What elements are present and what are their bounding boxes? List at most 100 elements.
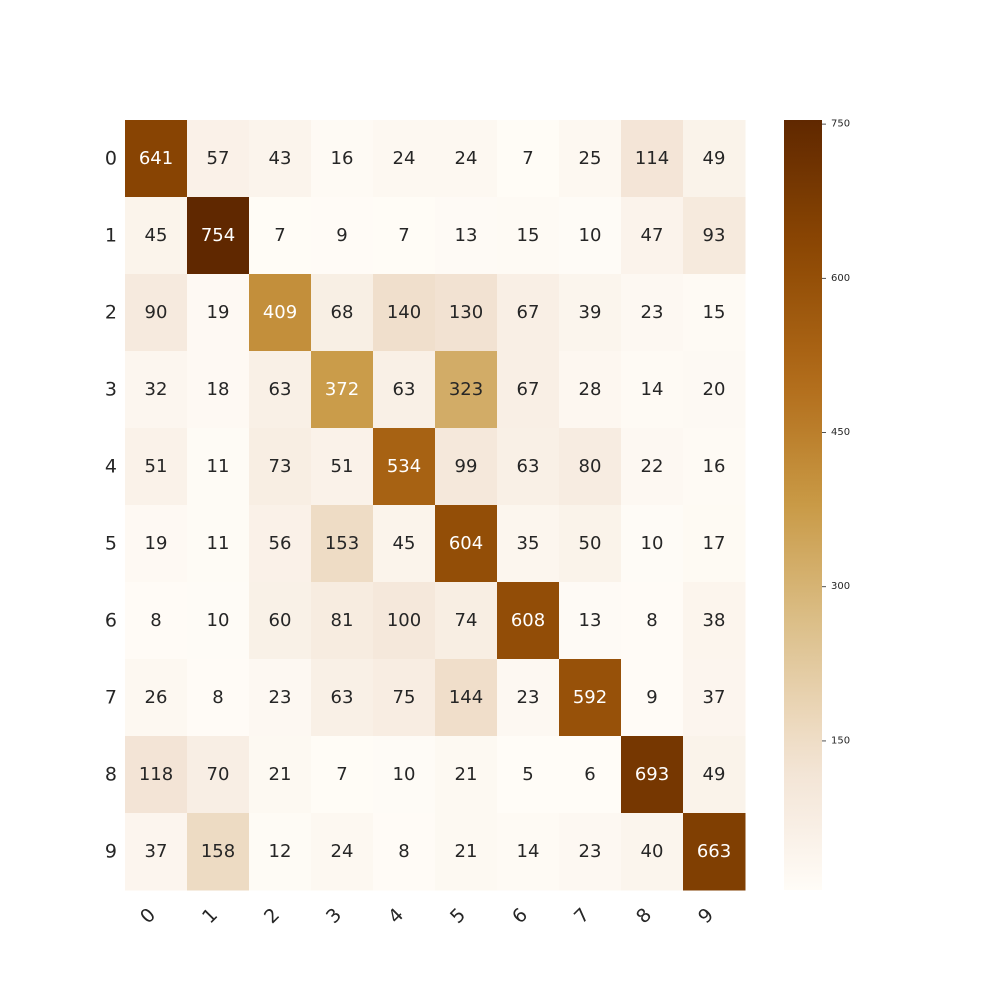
heatmap-cell-r8-c0: [125, 736, 188, 814]
x-tick-label: 0: [136, 904, 160, 928]
heatmap-cell-r7-c8: [621, 659, 684, 737]
y-tick-label: 8: [105, 764, 117, 786]
cell-value-label: 68: [331, 302, 354, 323]
heatmap-cell-r9-c9: [683, 813, 746, 891]
heatmap-cell-r2-c2: [249, 274, 312, 352]
heatmap-cell-r8-c1: [187, 736, 250, 814]
y-tick-label: 7: [105, 687, 117, 709]
cell-value-label: 409: [263, 302, 297, 323]
colorbar-tick-label: 750: [831, 119, 850, 130]
heatmap-cell-r0-c2: [249, 120, 312, 198]
heatmap-cell-r7-c4: [373, 659, 436, 737]
colorbar-tick-label: 450: [831, 427, 850, 438]
heatmap-cell-r4-c0: [125, 428, 188, 506]
cell-value-label: 39: [579, 302, 602, 323]
heatmap-cell-r7-c1: [187, 659, 250, 737]
cell-value-label: 74: [455, 610, 478, 631]
cell-value-label: 75: [393, 687, 416, 708]
cell-value-label: 10: [641, 533, 664, 554]
heatmap-cell-r3-c5: [435, 351, 498, 429]
cell-value-label: 32: [145, 379, 168, 400]
cell-value-label: 8: [646, 610, 657, 631]
heatmap-cell-r6-c9: [683, 582, 746, 660]
heatmap-cell-r8-c6: [497, 736, 560, 814]
heatmap-cell-r8-c3: [311, 736, 374, 814]
cell-value-label: 23: [269, 687, 292, 708]
cell-value-label: 20: [703, 379, 726, 400]
heatmap-cell-r2-c6: [497, 274, 560, 352]
heatmap-cell-r4-c7: [559, 428, 622, 506]
heatmap-cell-r5-c9: [683, 505, 746, 583]
heatmap-cell-r4-c9: [683, 428, 746, 506]
cell-value-label: 56: [269, 533, 292, 554]
cell-value-label: 24: [331, 841, 354, 862]
heatmap-cell-r8-c4: [373, 736, 436, 814]
heatmap-cell-r0-c5: [435, 120, 498, 198]
x-tick-label: 7: [570, 904, 594, 928]
heatmap-cell-r5-c0: [125, 505, 188, 583]
cell-value-label: 118: [139, 764, 173, 785]
cell-value-label: 38: [703, 610, 726, 631]
cell-value-label: 19: [145, 533, 168, 554]
cell-value-label: 23: [641, 302, 664, 323]
heatmap-cell-r8-c5: [435, 736, 498, 814]
cell-value-label: 23: [579, 841, 602, 862]
cell-value-label: 57: [207, 148, 230, 169]
cell-value-label: 10: [393, 764, 416, 785]
heatmap-cell-r4-c2: [249, 428, 312, 506]
cell-value-label: 80: [579, 456, 602, 477]
heatmap-cells: [125, 120, 746, 891]
heatmap-cell-r2-c9: [683, 274, 746, 352]
cell-value-label: 24: [393, 148, 416, 169]
heatmap-cell-r4-c4: [373, 428, 436, 506]
heatmap-cell-r5-c3: [311, 505, 374, 583]
cell-value-label: 26: [145, 687, 168, 708]
cell-value-label: 8: [398, 841, 409, 862]
cell-value-label: 21: [269, 764, 292, 785]
heatmap-cell-r3-c9: [683, 351, 746, 429]
cell-value-label: 67: [517, 302, 540, 323]
heatmap-cell-r4-c5: [435, 428, 498, 506]
cell-value-label: 40: [641, 841, 664, 862]
heatmap-cell-r5-c6: [497, 505, 560, 583]
x-tick-label: 6: [508, 904, 532, 928]
cell-value-label: 60: [269, 610, 292, 631]
x-tick-label: 9: [694, 904, 718, 928]
heatmap-cell-r7-c9: [683, 659, 746, 737]
heatmap-cell-r7-c2: [249, 659, 312, 737]
heatmap-cell-r1-c9: [683, 197, 746, 275]
y-tick-label: 1: [105, 225, 117, 247]
heatmap-cell-r9-c4: [373, 813, 436, 891]
cell-value-label: 7: [398, 225, 409, 246]
cell-value-label: 5: [522, 764, 533, 785]
heatmap-cell-r6-c0: [125, 582, 188, 660]
heatmap-cell-r6-c8: [621, 582, 684, 660]
heatmap-cell-r0-c7: [559, 120, 622, 198]
x-tick-label: 3: [322, 904, 346, 928]
heatmap-cell-r8-c8: [621, 736, 684, 814]
cell-value-label: 592: [573, 687, 607, 708]
heatmap-cell-r2-c5: [435, 274, 498, 352]
colorbar-tick-label: 300: [831, 581, 850, 592]
cell-value-label: 19: [207, 302, 230, 323]
heatmap-cell-r3-c0: [125, 351, 188, 429]
cell-value-label: 641: [139, 148, 173, 169]
cell-value-label: 608: [511, 610, 545, 631]
cell-value-label: 604: [449, 533, 483, 554]
cell-value-label: 130: [449, 302, 483, 323]
x-tick-label: 1: [198, 904, 222, 928]
cell-value-label: 23: [517, 687, 540, 708]
heatmap-cell-r5-c5: [435, 505, 498, 583]
heatmap-cell-r2-c7: [559, 274, 622, 352]
cell-value-label: 51: [145, 456, 168, 477]
cell-value-label: 10: [207, 610, 230, 631]
heatmap-cell-r6-c3: [311, 582, 374, 660]
heatmap-cell-r7-c6: [497, 659, 560, 737]
heatmap-cell-r2-c1: [187, 274, 250, 352]
heatmap-cell-r5-c1: [187, 505, 250, 583]
cell-value-label: 10: [579, 225, 602, 246]
heatmap-cell-r6-c5: [435, 582, 498, 660]
heatmap-cell-r0-c8: [621, 120, 684, 198]
heatmap-cell-r8-c7: [559, 736, 622, 814]
cell-value-label: 15: [517, 225, 540, 246]
